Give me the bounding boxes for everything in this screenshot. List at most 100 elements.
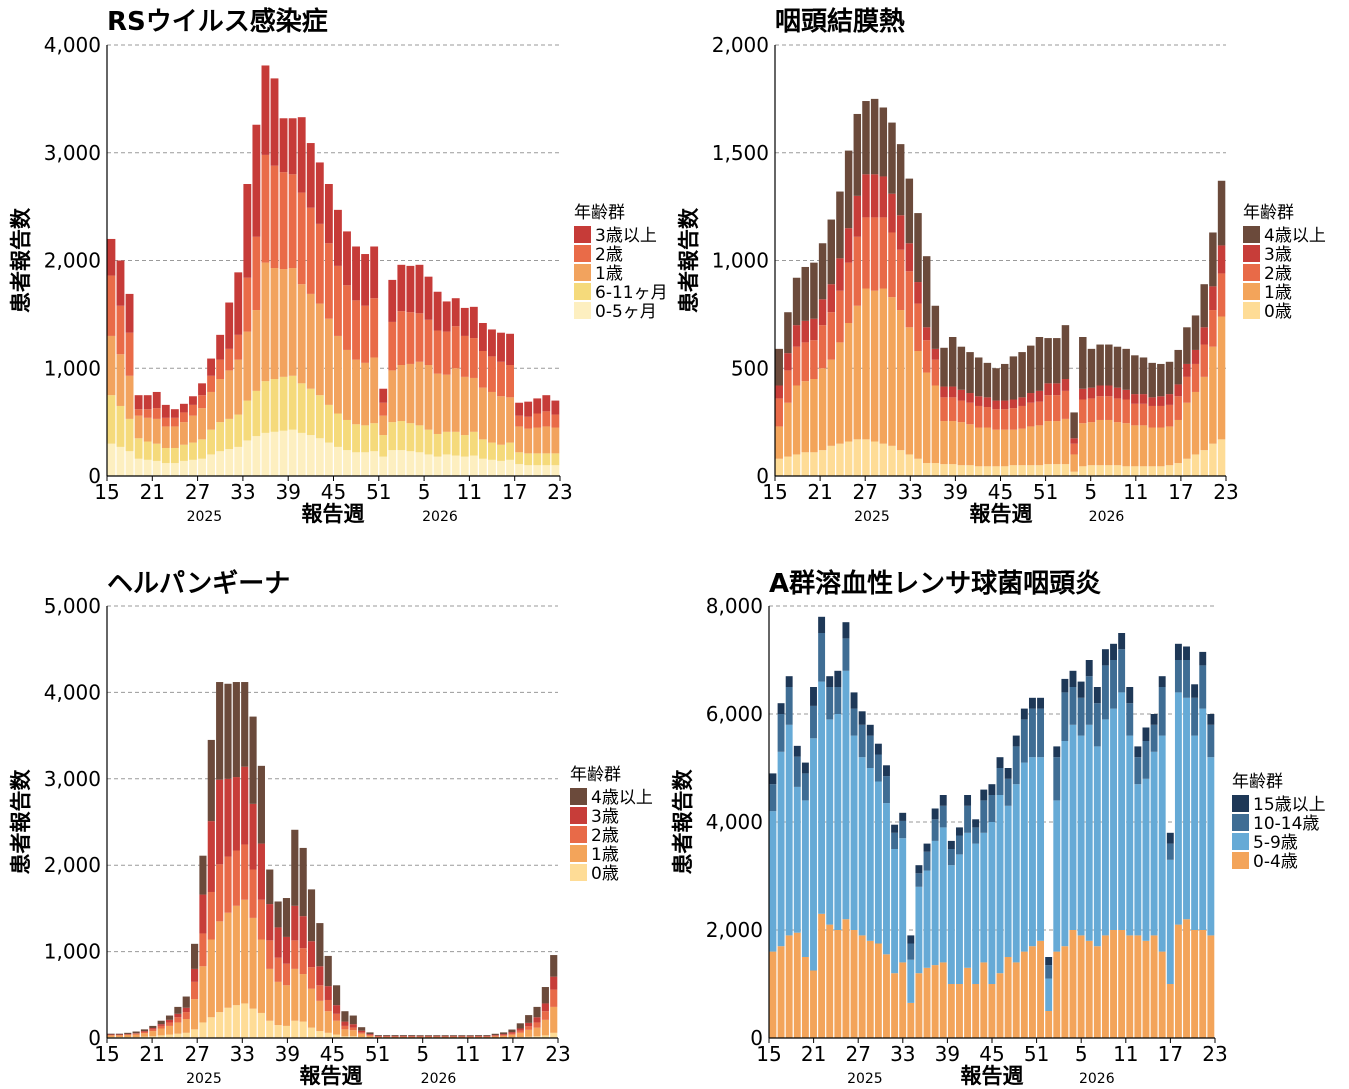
bar-segment xyxy=(1142,940,1150,1038)
bar-segment xyxy=(324,404,333,443)
bar-segment xyxy=(241,766,249,845)
bar-segment xyxy=(525,1036,533,1038)
bar-segment xyxy=(243,331,252,401)
bar-segment xyxy=(415,425,424,453)
x-tick-label: 27 xyxy=(184,1042,209,1066)
bar-segment xyxy=(370,423,379,452)
bar-segment xyxy=(391,1035,399,1037)
bar-segment xyxy=(134,438,143,459)
bar-segment xyxy=(191,968,199,982)
bar-segment xyxy=(1139,425,1148,467)
bar-segment xyxy=(870,441,879,476)
bar-segment xyxy=(241,844,249,900)
bar-segment xyxy=(165,1022,174,1026)
legend-title: 年齢群 xyxy=(1243,203,1294,223)
bar-segment xyxy=(1037,697,1045,709)
bar-segment xyxy=(1110,930,1117,1038)
x-axis-label: 報告週 xyxy=(300,1064,363,1088)
bar-segment xyxy=(818,616,826,633)
bar-segment xyxy=(143,459,152,476)
bar-segment xyxy=(1122,423,1130,467)
bar-segment xyxy=(1037,708,1045,758)
bar-segment xyxy=(152,443,161,461)
bar-segment xyxy=(199,966,207,1023)
bar-segment xyxy=(374,1035,382,1037)
bar-segment xyxy=(1101,649,1109,666)
bar-segment xyxy=(899,962,907,1038)
bar-segment xyxy=(406,363,415,424)
bar-segment xyxy=(252,124,261,237)
bar-segment xyxy=(282,985,291,1026)
bar-segment xyxy=(333,1005,341,1014)
bar-segment xyxy=(810,262,818,319)
bar-segment xyxy=(956,835,963,855)
bar-segment xyxy=(792,346,801,386)
y-tick-label: 6,000 xyxy=(706,702,763,726)
bar-segment xyxy=(1148,405,1156,428)
bar-segment xyxy=(451,368,460,432)
bar-segment xyxy=(801,800,809,957)
bar-segment xyxy=(1110,643,1117,660)
bar-segment xyxy=(1069,724,1077,930)
bar-segment xyxy=(1028,708,1036,758)
bar-segment xyxy=(199,1022,207,1038)
bar-segment xyxy=(1126,687,1134,704)
bar-segment xyxy=(324,1032,332,1038)
bar-segment xyxy=(460,456,469,476)
bar-segment xyxy=(1200,376,1208,451)
bar-segment xyxy=(207,1017,215,1038)
bar-segment xyxy=(157,1035,165,1038)
bar-segment xyxy=(182,1012,190,1019)
bar-segment xyxy=(358,1032,366,1034)
bar-segment xyxy=(1093,946,1101,1038)
y-tick-label: 2,000 xyxy=(44,853,101,877)
bar-segment xyxy=(891,824,899,833)
bar-segment xyxy=(1134,757,1142,785)
bar-segment xyxy=(1113,398,1122,423)
bar-segment xyxy=(524,401,533,417)
bar-segment xyxy=(442,431,451,455)
bar-segment xyxy=(282,936,291,964)
legend-title: 年齢群 xyxy=(574,203,625,223)
bar-segment xyxy=(333,1013,341,1021)
bar-segment xyxy=(980,789,988,801)
bar-segment xyxy=(1085,676,1093,725)
bar-segment xyxy=(810,340,818,380)
bar-segment xyxy=(366,1034,374,1036)
bar-segment xyxy=(1085,660,1093,677)
legend-swatch xyxy=(1243,302,1260,319)
bar-segment xyxy=(460,435,469,457)
bar-segment xyxy=(1209,310,1217,347)
bar-segment xyxy=(1077,935,1085,1038)
bar-segment xyxy=(216,682,224,780)
bar-segment xyxy=(252,390,261,437)
bar-segment xyxy=(442,331,451,375)
bar-segment xyxy=(853,439,862,476)
bar-segment xyxy=(488,329,496,357)
bar-segment xyxy=(270,78,279,166)
legend-swatch xyxy=(570,788,587,805)
bar-segment xyxy=(1157,427,1165,467)
bar-segment xyxy=(506,397,514,443)
bar-segment xyxy=(279,430,288,476)
bar-segment xyxy=(257,899,265,940)
bar-segment xyxy=(858,935,866,1038)
legend-label: 15歳以上 xyxy=(1253,795,1326,815)
bar-segment xyxy=(826,687,834,720)
bar-segment xyxy=(879,288,888,444)
bar-segment xyxy=(125,293,134,333)
bar-segment xyxy=(1069,930,1077,1038)
x-tick-label: 23 xyxy=(1213,480,1238,504)
bar-segment xyxy=(922,372,931,464)
bar-segment xyxy=(234,334,243,360)
bar-segment xyxy=(1118,692,1126,930)
bar-segment xyxy=(1148,362,1156,398)
legend-title: 年齢群 xyxy=(1232,772,1283,792)
x-tick-label: 39 xyxy=(943,480,968,504)
bar-segment xyxy=(391,1036,399,1038)
y-tick-label: 4,000 xyxy=(706,810,763,834)
bar-segment xyxy=(1142,778,1150,941)
bar-segment xyxy=(1045,978,1053,1011)
bar-segment xyxy=(408,1035,416,1037)
bar-segment xyxy=(836,191,844,259)
